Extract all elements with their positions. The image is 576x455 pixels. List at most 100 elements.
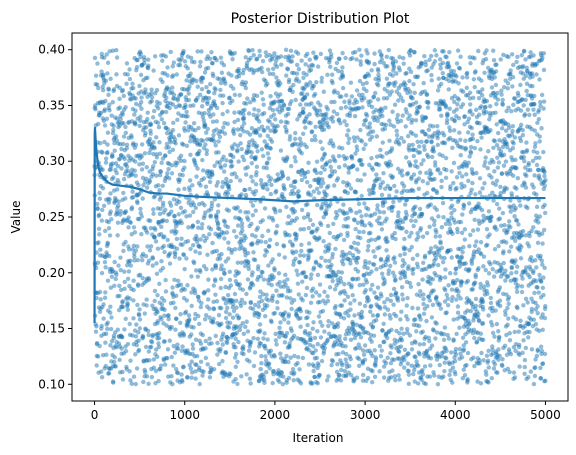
scatter-point: [265, 166, 269, 170]
scatter-point: [372, 290, 376, 294]
scatter-point: [134, 382, 138, 386]
scatter-point: [375, 203, 379, 207]
scatter-point: [288, 134, 292, 138]
scatter-point: [529, 255, 533, 259]
scatter-point: [504, 159, 508, 163]
scatter-point: [272, 112, 276, 116]
scatter-point: [233, 247, 237, 251]
scatter-point: [506, 55, 510, 59]
scatter-point: [196, 85, 200, 89]
scatter-point: [353, 50, 357, 54]
scatter-point: [372, 51, 376, 55]
scatter-point: [450, 232, 454, 236]
scatter-point: [392, 184, 396, 188]
scatter-point: [313, 336, 317, 340]
scatter-point: [342, 100, 346, 104]
scatter-point: [159, 195, 163, 199]
scatter-point: [494, 183, 498, 187]
scatter-point: [411, 82, 415, 86]
scatter-point: [361, 373, 365, 377]
scatter-point: [160, 302, 164, 306]
scatter-point: [479, 381, 483, 385]
scatter-point: [314, 348, 318, 352]
scatter-point: [144, 345, 148, 349]
scatter-point: [155, 155, 159, 159]
scatter-point: [537, 155, 541, 159]
scatter-point: [297, 67, 301, 71]
scatter-point: [497, 160, 501, 164]
scatter-point: [442, 369, 446, 373]
scatter-point: [509, 271, 513, 275]
scatter-point: [371, 167, 375, 171]
scatter-point: [305, 286, 309, 290]
scatter-point: [499, 267, 503, 271]
scatter-point: [123, 125, 127, 129]
scatter-point: [296, 189, 300, 193]
scatter-point: [454, 186, 458, 190]
scatter-point: [483, 105, 487, 109]
scatter-point: [128, 77, 132, 81]
scatter-point: [264, 183, 268, 187]
scatter-point: [369, 68, 373, 72]
scatter-point: [338, 121, 342, 125]
scatter-point: [153, 54, 157, 58]
scatter-point: [157, 282, 161, 286]
scatter-point: [145, 165, 149, 169]
scatter-point: [315, 329, 319, 333]
scatter-point: [521, 128, 525, 132]
scatter-point: [414, 133, 418, 137]
scatter-point: [291, 83, 295, 87]
scatter-point: [466, 351, 470, 355]
scatter-point: [289, 307, 293, 311]
scatter-point: [471, 287, 475, 291]
scatter-point: [205, 100, 209, 104]
scatter-point: [246, 329, 250, 333]
scatter-point: [368, 99, 372, 103]
scatter-point: [122, 157, 126, 161]
scatter-point: [193, 249, 197, 253]
scatter-point: [471, 355, 475, 359]
scatter-point: [238, 328, 242, 332]
scatter-point: [399, 344, 403, 348]
scatter-point: [271, 257, 275, 261]
scatter-point: [535, 354, 539, 358]
scatter-point: [320, 76, 324, 80]
scatter-point: [333, 304, 337, 308]
scatter-point: [405, 303, 409, 307]
scatter-point: [536, 220, 540, 224]
scatter-point: [237, 93, 241, 97]
scatter-point: [479, 331, 483, 335]
scatter-point: [143, 151, 147, 155]
scatter-point: [266, 151, 270, 155]
scatter-point: [481, 338, 485, 342]
scatter-point: [416, 306, 420, 310]
scatter-point: [455, 230, 459, 234]
scatter-point: [370, 135, 374, 139]
scatter-point: [356, 106, 360, 110]
scatter-point: [248, 132, 252, 136]
scatter-point: [106, 278, 110, 282]
scatter-point: [145, 230, 149, 234]
scatter-point: [371, 249, 375, 253]
scatter-point: [100, 271, 104, 275]
scatter-point: [187, 317, 191, 321]
scatter-point: [182, 253, 186, 257]
scatter-point: [265, 304, 269, 308]
scatter-point: [179, 92, 183, 96]
scatter-point: [496, 97, 500, 101]
scatter-point: [128, 258, 132, 262]
scatter-point: [159, 317, 163, 321]
scatter-point: [439, 113, 443, 117]
scatter-point: [390, 209, 394, 213]
scatter-point: [141, 161, 145, 165]
scatter-point: [370, 369, 374, 373]
scatter-point: [212, 139, 216, 143]
scatter-point: [113, 149, 117, 153]
scatter-point: [124, 317, 128, 321]
scatter-point: [527, 330, 531, 334]
scatter-point: [417, 176, 421, 180]
scatter-point: [524, 140, 528, 144]
scatter-point: [346, 224, 350, 228]
scatter-point: [343, 344, 347, 348]
scatter-point: [103, 107, 107, 111]
